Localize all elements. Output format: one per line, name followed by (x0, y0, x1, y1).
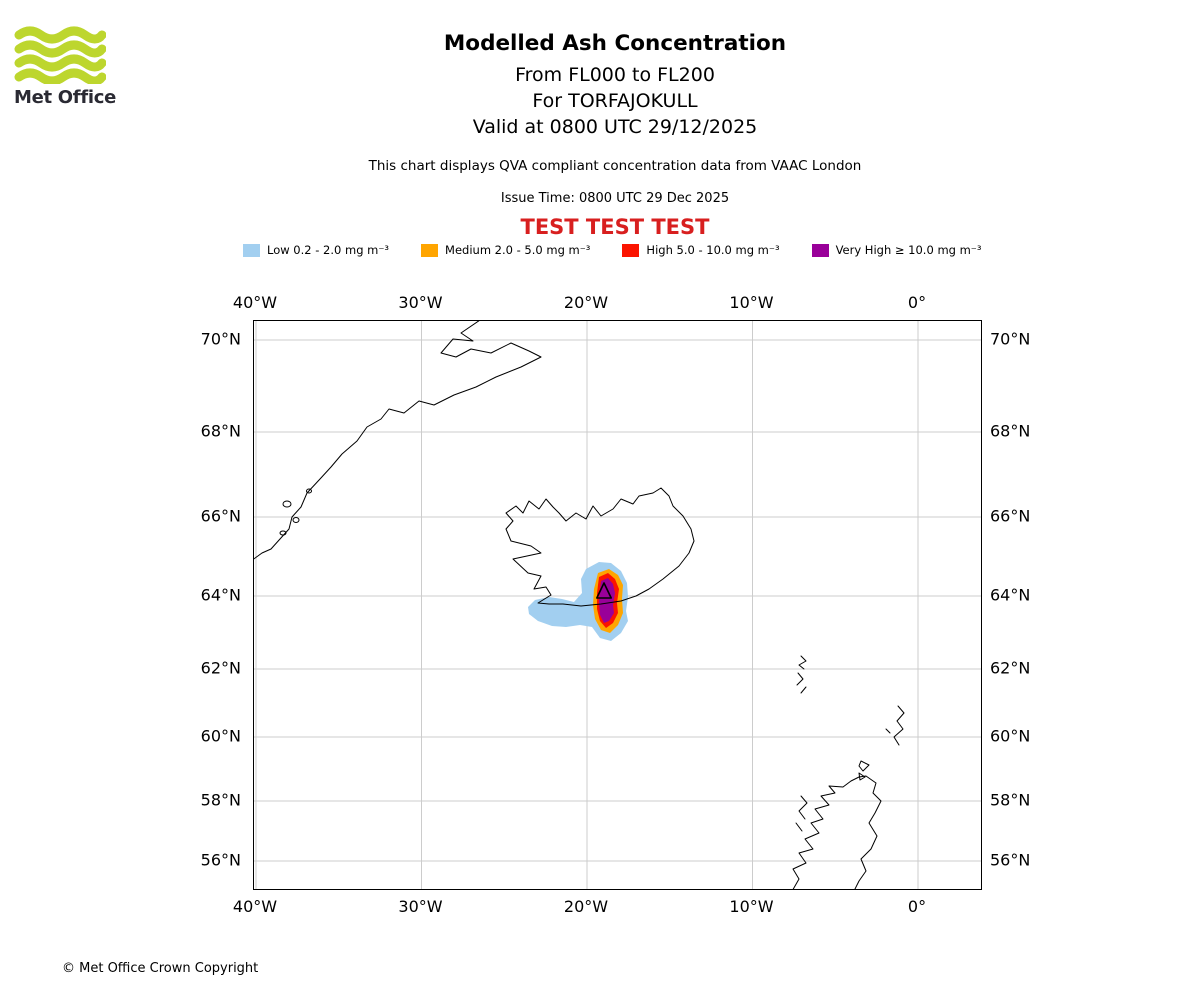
lon-ticks-top: 40°W 30°W 20°W 10°W 0° (0, 293, 1200, 315)
legend-swatch-very-high-icon (811, 243, 829, 257)
coastlines (254, 321, 905, 889)
legend-swatch-medium-icon (421, 243, 439, 257)
legend-label: Medium 2.0 - 5.0 mg m⁻³ (445, 243, 591, 257)
lat-tick-label: 66°N (200, 506, 241, 526)
lat-tick-label: 62°N (990, 658, 1031, 678)
lat-tick-label: 68°N (200, 421, 241, 441)
legend-item-high: High 5.0 - 10.0 mg m⁻³ (622, 243, 780, 257)
lat-tick-label: 60°N (990, 726, 1031, 746)
lon-tick-label: 40°W (232, 897, 278, 916)
lon-tick-label: 10°W (729, 897, 774, 916)
flight-level-range: From FL000 to FL200 (515, 64, 715, 86)
lat-tick-label: 66°N (990, 506, 1031, 526)
legend-swatch-high-icon (622, 243, 640, 257)
legend-label: Low 0.2 - 2.0 mg m⁻³ (267, 243, 390, 257)
legend-label: High 5.0 - 10.0 mg m⁻³ (646, 243, 780, 257)
issue-time: Issue Time: 0800 UTC 29 Dec 2025 (500, 191, 730, 206)
lat-tick-label: 68°N (990, 421, 1031, 441)
coast-island (279, 530, 287, 536)
lat-tick-label: 60°N (200, 726, 241, 746)
coast-hebrides (795, 795, 808, 832)
lon-tick-label: 10°W (729, 293, 774, 312)
legend: Low 0.2 - 2.0 mg m⁻³ Medium 2.0 - 5.0 mg … (243, 243, 981, 257)
lat-tick-label: 56°N (990, 850, 1031, 870)
valid-time: Valid at 0800 UTC 29/12/2025 (472, 116, 758, 138)
test-banner: TEST TEST TEST (520, 215, 710, 239)
coast-greenland (254, 321, 542, 560)
graticule (254, 321, 981, 889)
lon-tick-label: 40°W (232, 293, 278, 312)
page-title: Modelled Ash Concentration (443, 31, 787, 56)
lon-ticks-bottom: 40°W 30°W 20°W 10°W 0° (0, 897, 1200, 919)
coast-faroes (796, 655, 807, 694)
legend-swatch-low-icon (243, 243, 260, 257)
coast-iceland (505, 487, 695, 607)
met-office-waves-icon (14, 26, 106, 84)
lat-tick-label: 56°N (200, 850, 241, 870)
coast-island (292, 517, 300, 523)
volcano-marker-icon (596, 582, 612, 599)
lon-tick-label: 0° (907, 293, 927, 312)
ash-plume (528, 562, 628, 641)
lat-tick-label: 62°N (200, 658, 241, 678)
legend-item-very-high: Very High ≥ 10.0 mg m⁻³ (811, 243, 982, 257)
map-frame (253, 320, 982, 890)
lon-tick-label: 20°W (563, 293, 609, 312)
coast-shetland (885, 705, 905, 746)
chart-description: This chart displays QVA compliant concen… (368, 158, 862, 174)
legend-item-medium: Medium 2.0 - 5.0 mg m⁻³ (421, 243, 590, 257)
volcano-name: For TORFAJOKULL (532, 90, 698, 112)
lat-tick-label: 64°N (990, 585, 1031, 605)
lon-tick-label: 30°W (398, 897, 443, 916)
legend-item-low: Low 0.2 - 2.0 mg m⁻³ (243, 243, 389, 257)
lat-tick-label: 58°N (990, 790, 1031, 810)
met-office-logo-text: Met Office (14, 87, 117, 108)
lon-tick-label: 30°W (398, 293, 443, 312)
copyright: © Met Office Crown Copyright (62, 961, 259, 976)
coast-scotland (792, 775, 882, 889)
lat-tick-label: 70°N (200, 329, 241, 349)
met-office-logo: Met Office (14, 26, 124, 108)
legend-label: Very High ≥ 10.0 mg m⁻³ (835, 243, 982, 257)
ash-area-very-high (599, 578, 615, 623)
coast-island (306, 488, 312, 494)
lat-tick-label: 58°N (200, 790, 241, 810)
coast-island (282, 500, 292, 508)
lat-tick-label: 64°N (200, 585, 241, 605)
map (254, 321, 981, 889)
lon-tick-label: 20°W (563, 897, 609, 916)
lat-tick-label: 70°N (990, 329, 1031, 349)
lon-tick-label: 0° (907, 897, 927, 916)
